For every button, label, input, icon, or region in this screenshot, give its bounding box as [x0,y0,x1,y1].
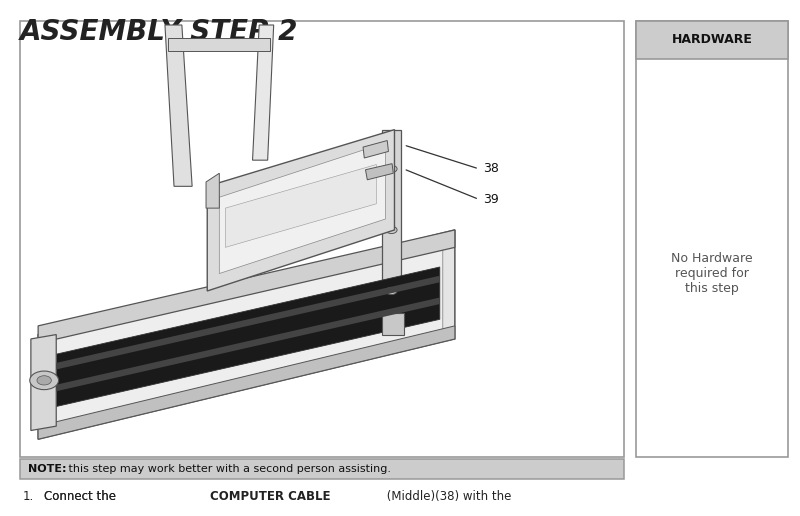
FancyBboxPatch shape [636,21,788,59]
Polygon shape [382,313,403,334]
Polygon shape [219,143,386,273]
Polygon shape [38,230,455,439]
FancyBboxPatch shape [20,459,624,479]
Text: 38: 38 [483,163,499,175]
Text: (Middle)(38) with the: (Middle)(38) with the [383,490,511,503]
Text: Connect the: Connect the [44,490,120,503]
Text: 39: 39 [483,193,498,206]
Polygon shape [38,326,455,439]
Circle shape [37,376,51,385]
Polygon shape [56,276,440,369]
Text: COMPUTER CABLE: COMPUTER CABLE [210,490,330,503]
Text: NOTE:: NOTE: [28,464,66,474]
FancyBboxPatch shape [20,21,624,457]
Circle shape [386,227,397,234]
Polygon shape [165,25,192,186]
FancyBboxPatch shape [636,21,788,457]
Text: Connect the: Connect the [44,490,120,503]
Text: HARDWARE: HARDWARE [671,34,753,46]
Polygon shape [38,230,455,343]
Circle shape [30,371,58,390]
Circle shape [386,165,397,172]
Polygon shape [56,298,440,391]
Polygon shape [366,164,394,180]
Text: ASSEMBLY STEP 2: ASSEMBLY STEP 2 [20,18,298,46]
Polygon shape [56,267,440,407]
Polygon shape [363,140,389,158]
Text: No Hardware
required for
this step: No Hardware required for this step [671,252,753,295]
Polygon shape [31,334,56,430]
Polygon shape [253,25,274,160]
Text: this step may work better with a second person assisting.: this step may work better with a second … [65,464,391,474]
Polygon shape [207,130,394,291]
Polygon shape [382,130,401,326]
Circle shape [386,287,397,295]
Polygon shape [206,173,219,208]
Polygon shape [168,38,270,51]
Text: 1.: 1. [22,490,34,503]
Polygon shape [54,241,443,426]
Polygon shape [226,165,376,247]
